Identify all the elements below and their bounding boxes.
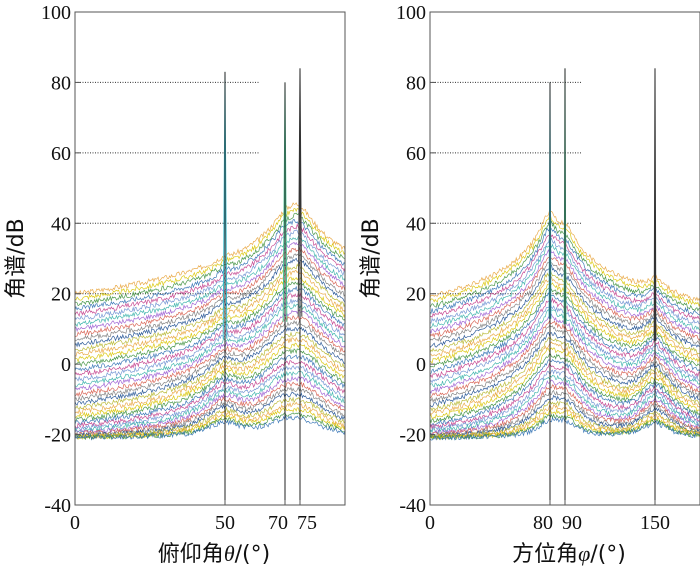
x-axis-label-part: /(°) bbox=[235, 542, 271, 567]
spectrum-series-line bbox=[74, 391, 346, 439]
x-tick-label: 70 bbox=[268, 512, 288, 534]
y-axis-label: 角谱/dB bbox=[359, 218, 384, 298]
x-axis-label: 俯仰角θ/(°) bbox=[158, 541, 270, 567]
spectrum-series-line bbox=[74, 247, 346, 338]
y-tick-label: 60 bbox=[406, 143, 426, 165]
x-tick-label: 90 bbox=[562, 512, 582, 534]
x-axis-label-part: 俯仰角 bbox=[158, 542, 224, 567]
x-tick-label: 50 bbox=[215, 512, 235, 534]
x-axis-label: 方位角φ/(°) bbox=[512, 541, 626, 567]
y-tick-label: 0 bbox=[416, 354, 426, 376]
plot-frame bbox=[74, 11, 346, 506]
y-tick-label: 60 bbox=[51, 143, 71, 165]
x-axis-label-part: /(°) bbox=[590, 542, 626, 567]
x-axis-label-part: 方位角 bbox=[512, 542, 578, 567]
x-tick-label: 80 bbox=[533, 512, 553, 534]
y-tick-label: 20 bbox=[406, 284, 426, 306]
y-tick-label: -40 bbox=[44, 495, 71, 517]
y-tick-label: 20 bbox=[51, 284, 71, 306]
y-tick-label: 40 bbox=[51, 213, 71, 235]
y-tick-label: 80 bbox=[51, 72, 71, 94]
x-axis-label-part: θ bbox=[224, 541, 235, 566]
x-tick-label: 150 bbox=[640, 512, 670, 534]
y-tick-label: 40 bbox=[406, 213, 426, 235]
y-tick-label: -20 bbox=[399, 425, 426, 447]
y-axis-label: 角谱/dB bbox=[4, 218, 29, 298]
y-tick-label: 80 bbox=[406, 72, 426, 94]
x-tick-label: 0 bbox=[70, 512, 80, 534]
x-tick-label: 75 bbox=[297, 512, 317, 534]
y-tick-label: 0 bbox=[61, 354, 71, 376]
y-tick-label: 100 bbox=[396, 2, 426, 24]
y-tick-label: -40 bbox=[399, 495, 426, 517]
x-axis-label-part: φ bbox=[578, 541, 590, 566]
y-tick-label: -20 bbox=[44, 425, 71, 447]
y-tick-label: 100 bbox=[41, 2, 71, 24]
x-tick-label: 0 bbox=[425, 512, 435, 534]
